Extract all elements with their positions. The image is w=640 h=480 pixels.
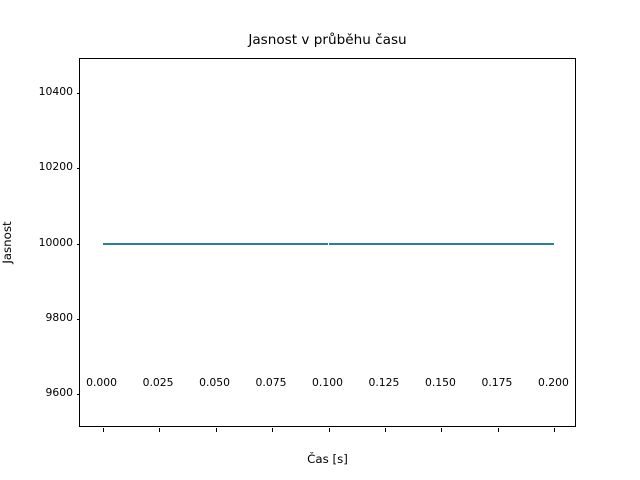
y-tick-mark [76, 394, 80, 396]
x-tick-label: 0.175 [481, 376, 513, 389]
x-tick-mark [159, 428, 161, 432]
series-line-segment [384, 242, 442, 245]
x-tick-mark [497, 428, 499, 432]
x-tick-label: 0.125 [368, 376, 400, 389]
y-tick-mark [76, 92, 80, 94]
x-tick-mark [215, 428, 217, 432]
y-tick-mark [76, 243, 80, 245]
x-tick-label: 0.025 [142, 376, 174, 389]
x-axis-label: Čas [s] [307, 452, 348, 466]
x-tick-mark [384, 428, 386, 432]
series-line-segment [497, 242, 555, 245]
y-axis-label: Jasnost [0, 221, 14, 264]
plot-area [80, 59, 575, 426]
x-tick-mark [441, 428, 443, 432]
series-line-segment [102, 242, 160, 245]
series-line-segment [215, 242, 272, 245]
y-tick-label: 9800 [45, 310, 73, 324]
series-line-segment [441, 242, 498, 245]
y-tick-mark [76, 318, 80, 320]
y-tick-mark [76, 168, 80, 170]
series-line-segment [159, 242, 216, 245]
y-tick-label: 9600 [45, 386, 73, 400]
x-tick-label: 0.200 [537, 376, 569, 389]
x-tick-mark [328, 428, 330, 432]
x-tick-label: 0.150 [424, 376, 456, 389]
chart-title: Jasnost v průběhu času [248, 32, 407, 48]
y-tick-label: 10400 [38, 84, 73, 98]
x-tick-mark [102, 428, 104, 432]
x-tick-label: 0.050 [199, 376, 230, 389]
x-tick-mark [554, 428, 556, 432]
series-line-segment [328, 242, 385, 245]
x-tick-label: 0.075 [255, 376, 287, 389]
y-tick-label: 10000 [38, 235, 73, 249]
series-line-segment [272, 242, 329, 245]
x-tick-mark [272, 428, 274, 432]
y-tick-label: 10200 [38, 160, 73, 174]
plot-axes [76, 58, 576, 432]
x-tick-label: 0.000 [86, 376, 118, 389]
x-tick-label: 0.100 [312, 376, 343, 389]
